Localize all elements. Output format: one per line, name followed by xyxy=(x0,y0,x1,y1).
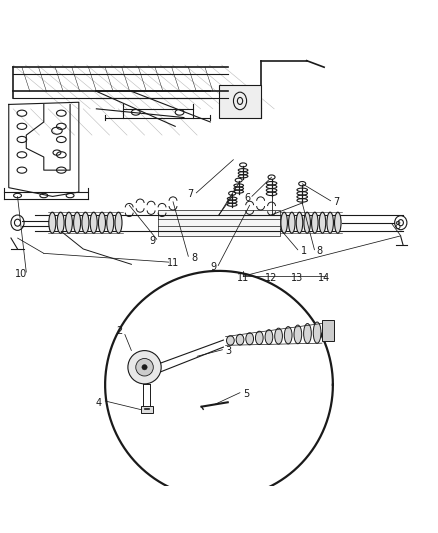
Ellipse shape xyxy=(327,212,333,233)
Ellipse shape xyxy=(107,212,114,233)
Circle shape xyxy=(142,365,147,370)
Text: 8: 8 xyxy=(395,221,401,231)
Ellipse shape xyxy=(289,212,295,233)
Ellipse shape xyxy=(304,212,311,233)
Text: 1: 1 xyxy=(301,246,307,256)
Ellipse shape xyxy=(65,212,72,233)
Ellipse shape xyxy=(319,212,326,233)
Ellipse shape xyxy=(82,212,89,233)
Text: 13: 13 xyxy=(291,273,303,283)
Ellipse shape xyxy=(236,334,244,345)
Text: 11: 11 xyxy=(167,258,179,268)
Text: 4: 4 xyxy=(95,398,102,408)
Text: 9: 9 xyxy=(210,262,216,272)
Ellipse shape xyxy=(57,212,64,233)
Text: 8: 8 xyxy=(317,246,323,256)
Ellipse shape xyxy=(246,333,254,345)
Ellipse shape xyxy=(49,212,56,233)
Text: 7: 7 xyxy=(333,197,339,207)
Text: 7: 7 xyxy=(187,189,194,199)
Ellipse shape xyxy=(74,212,81,233)
Text: 9: 9 xyxy=(149,236,155,246)
Ellipse shape xyxy=(275,328,283,344)
Text: 10: 10 xyxy=(15,269,27,279)
Text: 3: 3 xyxy=(226,346,232,357)
FancyBboxPatch shape xyxy=(141,406,153,413)
Circle shape xyxy=(128,351,161,384)
Circle shape xyxy=(136,359,153,376)
Ellipse shape xyxy=(304,324,311,343)
Text: 6: 6 xyxy=(244,193,251,203)
Ellipse shape xyxy=(296,212,303,233)
FancyBboxPatch shape xyxy=(158,209,280,236)
Ellipse shape xyxy=(284,327,292,344)
Text: 2: 2 xyxy=(116,326,122,336)
Ellipse shape xyxy=(311,212,318,233)
Text: 14: 14 xyxy=(318,273,330,283)
Ellipse shape xyxy=(294,325,302,344)
Ellipse shape xyxy=(226,336,234,345)
Ellipse shape xyxy=(99,212,106,233)
FancyBboxPatch shape xyxy=(219,85,261,118)
Ellipse shape xyxy=(255,331,263,344)
Text: 8: 8 xyxy=(191,253,197,263)
Ellipse shape xyxy=(335,212,341,233)
Ellipse shape xyxy=(281,212,287,233)
Ellipse shape xyxy=(265,330,273,344)
Text: 5: 5 xyxy=(243,390,249,399)
Text: 12: 12 xyxy=(265,273,277,283)
FancyBboxPatch shape xyxy=(322,320,334,341)
Ellipse shape xyxy=(313,322,321,343)
Text: 11: 11 xyxy=(237,273,249,283)
Ellipse shape xyxy=(90,212,97,233)
Ellipse shape xyxy=(115,212,122,233)
